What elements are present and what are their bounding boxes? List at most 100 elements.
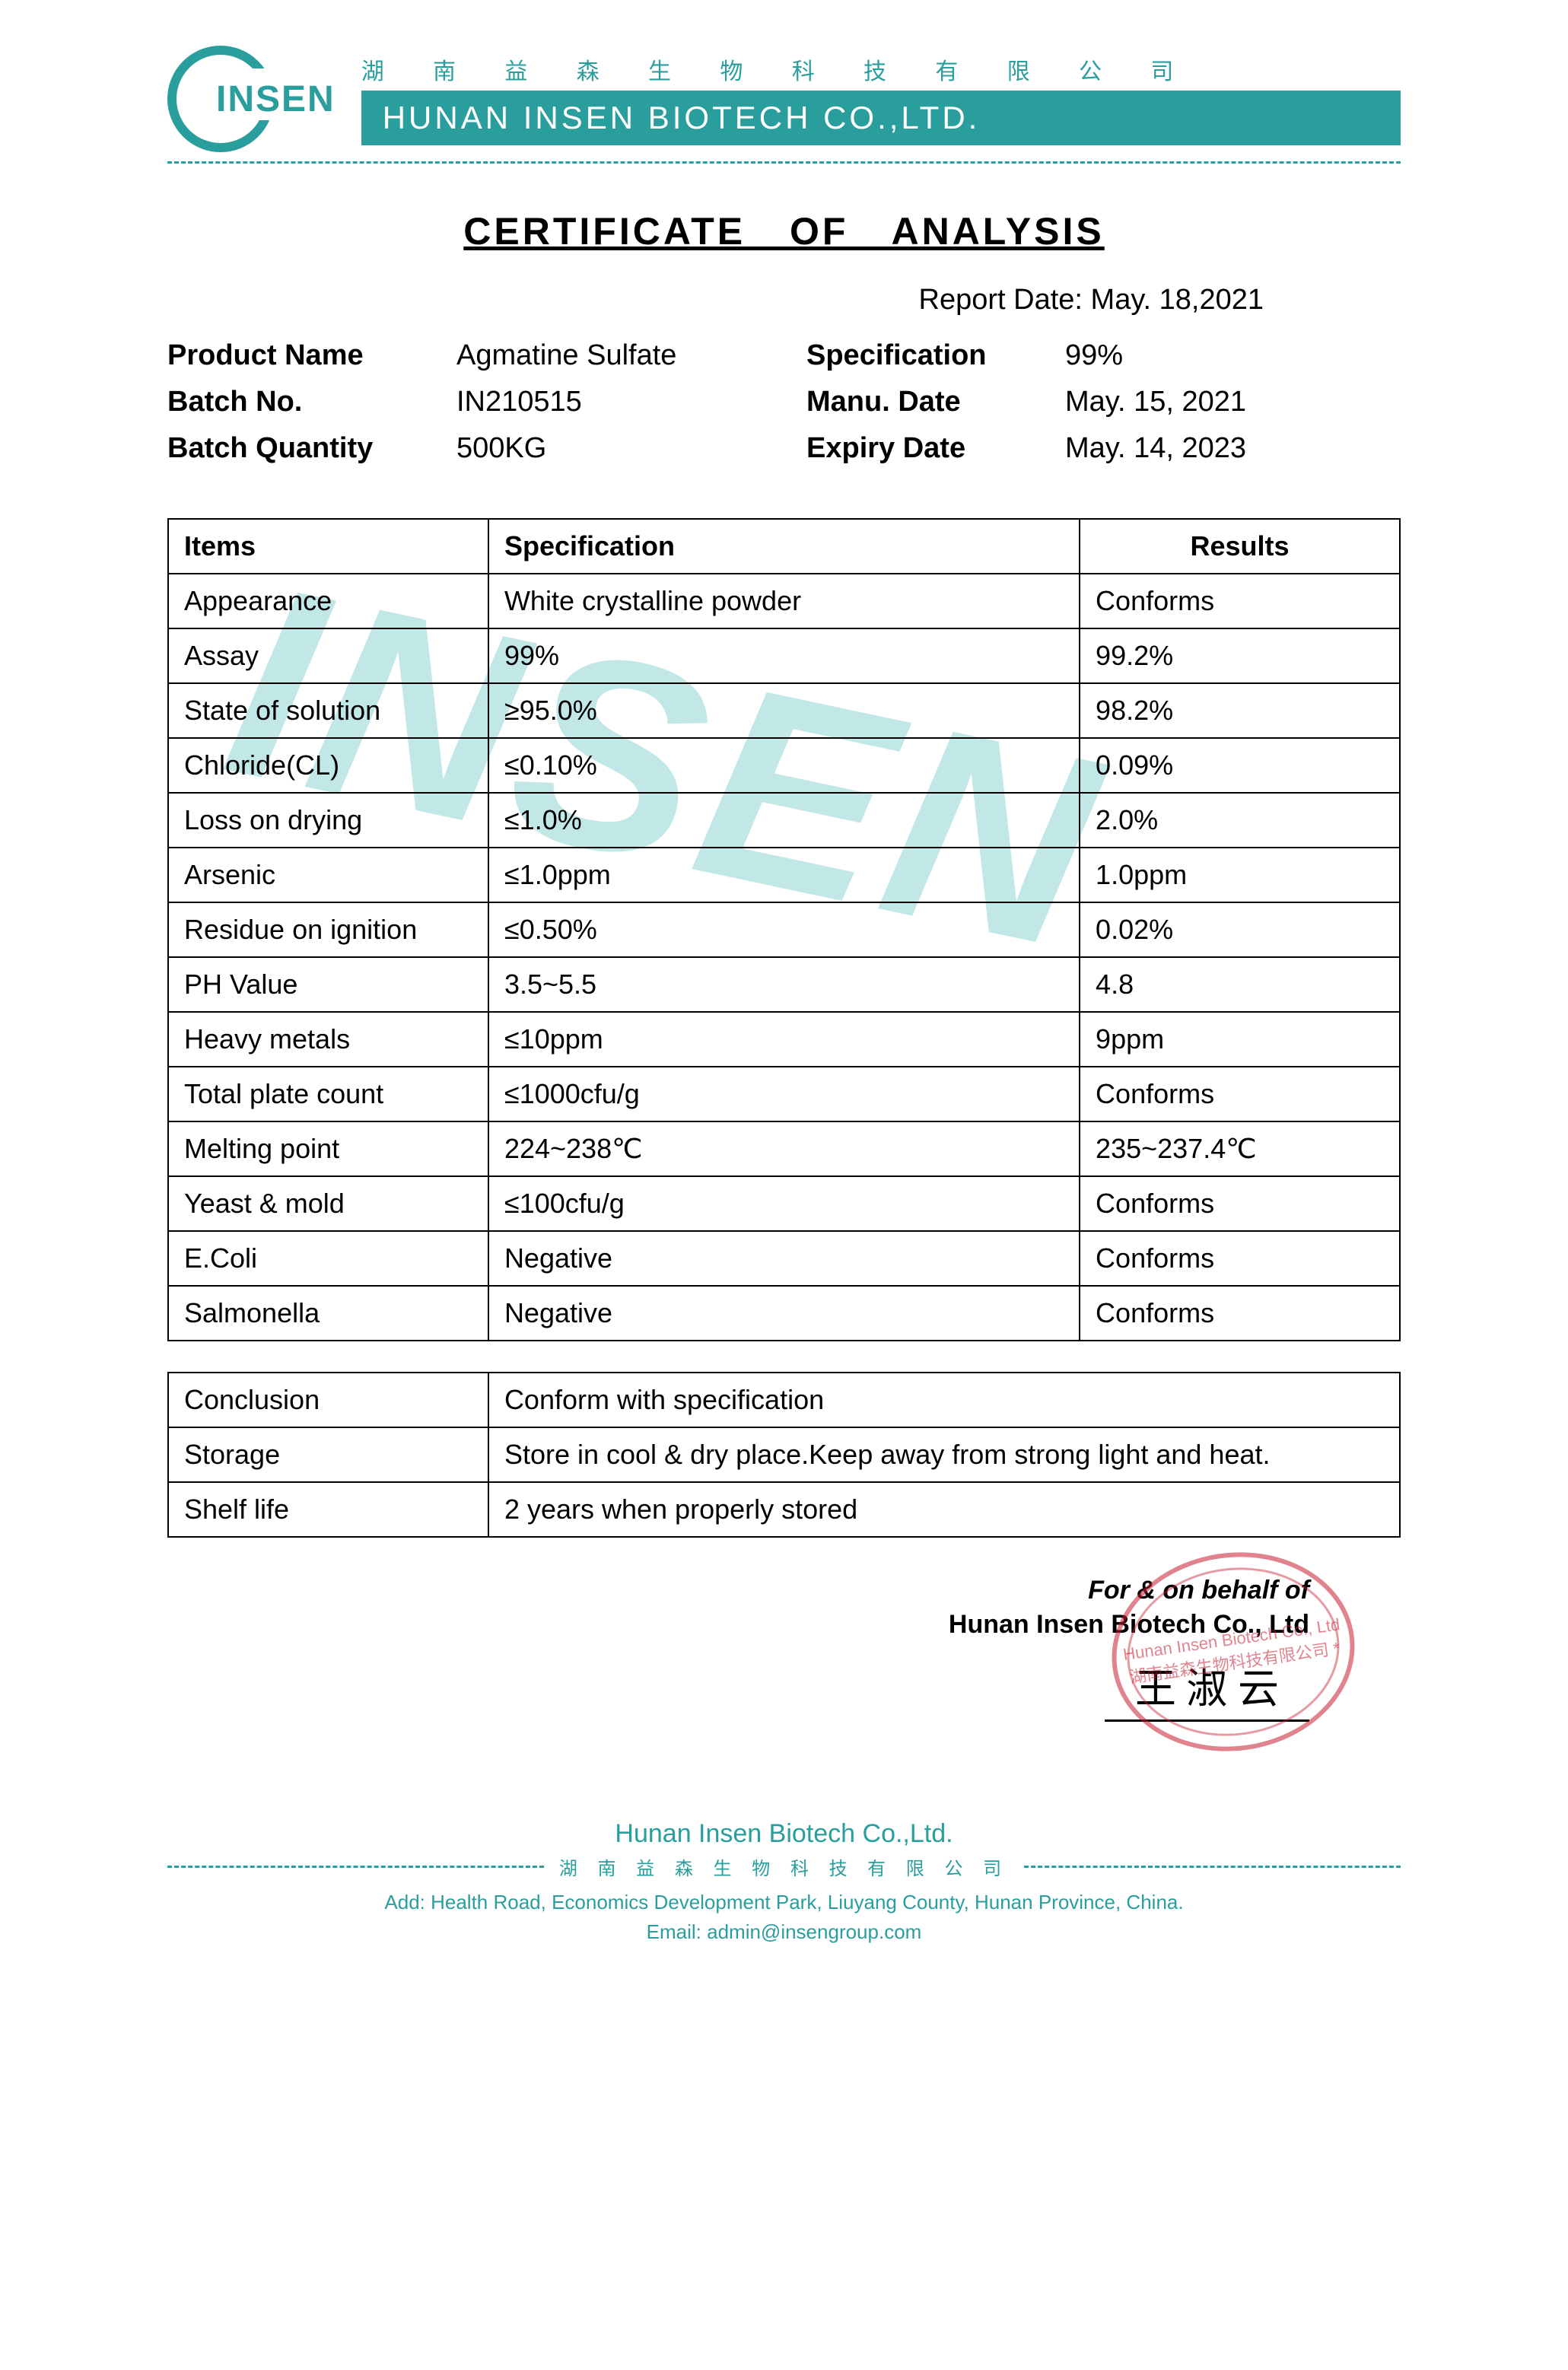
table-cell: 3.5~5.5: [488, 957, 1080, 1012]
table-cell: Yeast & mold: [168, 1176, 488, 1231]
document-title: CERTIFICATE OF ANALYSIS: [167, 209, 1401, 253]
table-cell: 4.8: [1080, 957, 1400, 1012]
signature-block: Hunan Insen Biotech Co., Ltd 湖南益森生物科技有限公…: [167, 1576, 1401, 1774]
table-row: StorageStore in cool & dry place.Keep aw…: [168, 1427, 1400, 1482]
table-row: Arsenic≤1.0ppm1.0ppm: [168, 848, 1400, 902]
footer-email: Email: admin@insengroup.com: [167, 1917, 1401, 1947]
company-stamp-icon: Hunan Insen Biotech Co., Ltd 湖南益森生物科技有限公…: [1099, 1537, 1367, 1767]
table-row: SalmonellaNegativeConforms: [168, 1286, 1400, 1341]
report-date-row: Report Date: May. 18,2021: [167, 284, 1401, 317]
table-cell: ≤1.0ppm: [488, 848, 1080, 902]
table-cell: 1.0ppm: [1080, 848, 1400, 902]
table-cell: 9ppm: [1080, 1012, 1400, 1067]
table-cell: Negative: [488, 1286, 1080, 1341]
table-cell: Store in cool & dry place.Keep away from…: [488, 1427, 1400, 1482]
table-cell: Conforms: [1080, 1286, 1400, 1341]
table-cell: Storage: [168, 1427, 488, 1482]
table-cell: ≤1.0%: [488, 793, 1080, 848]
footer-dash-right: [1024, 1866, 1401, 1868]
table-row: State of solution≥95.0%98.2%: [168, 683, 1400, 738]
table-cell: 99%: [488, 628, 1080, 683]
table-cell: Melting point: [168, 1121, 488, 1176]
table-cell: 0.02%: [1080, 902, 1400, 957]
col-items: Items: [168, 519, 488, 574]
table-cell: 99.2%: [1080, 628, 1400, 683]
table-cell: 2.0%: [1080, 793, 1400, 848]
table-cell: E.Coli: [168, 1231, 488, 1286]
manu-date-label: Manu. Date: [806, 386, 1065, 418]
table-cell: Residue on ignition: [168, 902, 488, 957]
table-cell: ≤100cfu/g: [488, 1176, 1080, 1231]
table-row: ConclusionConform with specification: [168, 1373, 1400, 1427]
table-cell: Shelf life: [168, 1482, 488, 1537]
logo-text: INSEN: [213, 78, 339, 120]
footer-company-en: Hunan Insen Biotech Co.,Ltd.: [167, 1819, 1401, 1849]
table-cell: Heavy metals: [168, 1012, 488, 1067]
table-cell: State of solution: [168, 683, 488, 738]
batch-qty-label: Batch Quantity: [167, 432, 456, 465]
table-cell: Conform with specification: [488, 1373, 1400, 1427]
batch-no-value: IN210515: [456, 386, 806, 418]
specification-table: Items Specification Results AppearanceWh…: [167, 518, 1401, 1341]
expiry-date-value: May. 14, 2023: [1065, 432, 1401, 465]
footer-dash-left: [167, 1866, 544, 1868]
table-cell: ≥95.0%: [488, 683, 1080, 738]
company-name-en-bar: HUNAN INSEN BIOTECH CO.,LTD.: [361, 91, 1401, 145]
table-cell: 0.09%: [1080, 738, 1400, 793]
table-cell: Conclusion: [168, 1373, 488, 1427]
table-row: Chloride(CL)≤0.10%0.09%: [168, 738, 1400, 793]
table-cell: Total plate count: [168, 1067, 488, 1121]
header-divider: [167, 161, 1401, 164]
table-row: Melting point224~238℃235~237.4℃: [168, 1121, 1400, 1176]
table-cell: White crystalline powder: [488, 574, 1080, 628]
table-cell: Conforms: [1080, 1067, 1400, 1121]
signature-company-line: Hunan Insen Biotech Co., Ltd: [167, 1610, 1309, 1640]
header-right: 湖 南 益 森 生 物 科 技 有 限 公 司 HUNAN INSEN BIOT…: [361, 52, 1401, 145]
table-cell: Loss on drying: [168, 793, 488, 848]
table-row: AppearanceWhite crystalline powderConfor…: [168, 574, 1400, 628]
product-name-value: Agmatine Sulfate: [456, 339, 806, 372]
batch-qty-value: 500KG: [456, 432, 806, 465]
product-name-label: Product Name: [167, 339, 456, 372]
table-cell: PH Value: [168, 957, 488, 1012]
table-cell: Conforms: [1080, 1176, 1400, 1231]
company-logo: INSEN: [167, 46, 339, 152]
table-cell: 98.2%: [1080, 683, 1400, 738]
table-cell: ≤0.50%: [488, 902, 1080, 957]
table-cell: 224~238℃: [488, 1121, 1080, 1176]
signature-for-line: For & on behalf of: [167, 1576, 1309, 1605]
table-row: Heavy metals≤10ppm9ppm: [168, 1012, 1400, 1067]
table-row: Shelf life2 years when properly stored: [168, 1482, 1400, 1537]
table-header-row: Items Specification Results: [168, 519, 1400, 574]
table-cell: Assay: [168, 628, 488, 683]
conclusion-table: ConclusionConform with specificationStor…: [167, 1372, 1401, 1538]
table-row: Residue on ignition≤0.50%0.02%: [168, 902, 1400, 957]
table-row: Yeast & mold≤100cfu/gConforms: [168, 1176, 1400, 1231]
manu-date-value: May. 15, 2021: [1065, 386, 1401, 418]
table-cell: Appearance: [168, 574, 488, 628]
footer-address: Add: Health Road, Economics Development …: [167, 1888, 1401, 1917]
expiry-date-label: Expiry Date: [806, 432, 1065, 465]
footer-company-cn: 湖 南 益 森 生 物 科 技 有 限 公 司: [559, 1853, 1009, 1880]
col-specification: Specification: [488, 519, 1080, 574]
table-cell: Conforms: [1080, 574, 1400, 628]
table-row: Total plate count≤1000cfu/gConforms: [168, 1067, 1400, 1121]
table-cell: Negative: [488, 1231, 1080, 1286]
table-row: PH Value3.5~5.54.8: [168, 957, 1400, 1012]
table-cell: ≤0.10%: [488, 738, 1080, 793]
table-cell: Salmonella: [168, 1286, 488, 1341]
main-content: INSEN Items Specification Results Appear…: [167, 518, 1401, 1538]
batch-no-label: Batch No.: [167, 386, 456, 418]
report-date-label: Report Date:: [919, 284, 1083, 316]
table-cell: ≤10ppm: [488, 1012, 1080, 1067]
product-meta-grid: Product Name Agmatine Sulfate Specificat…: [167, 339, 1401, 465]
table-row: E.ColiNegativeConforms: [168, 1231, 1400, 1286]
table-row: Assay99%99.2%: [168, 628, 1400, 683]
table-cell: Conforms: [1080, 1231, 1400, 1286]
table-cell: 2 years when properly stored: [488, 1482, 1400, 1537]
table-cell: Chloride(CL): [168, 738, 488, 793]
company-name-cn: 湖 南 益 森 生 物 科 技 有 限 公 司: [361, 52, 1401, 86]
table-cell: Arsenic: [168, 848, 488, 902]
signature-handwriting: 王 淑 云: [1105, 1655, 1309, 1722]
document-footer: Hunan Insen Biotech Co.,Ltd. 湖 南 益 森 生 物…: [167, 1819, 1401, 1947]
